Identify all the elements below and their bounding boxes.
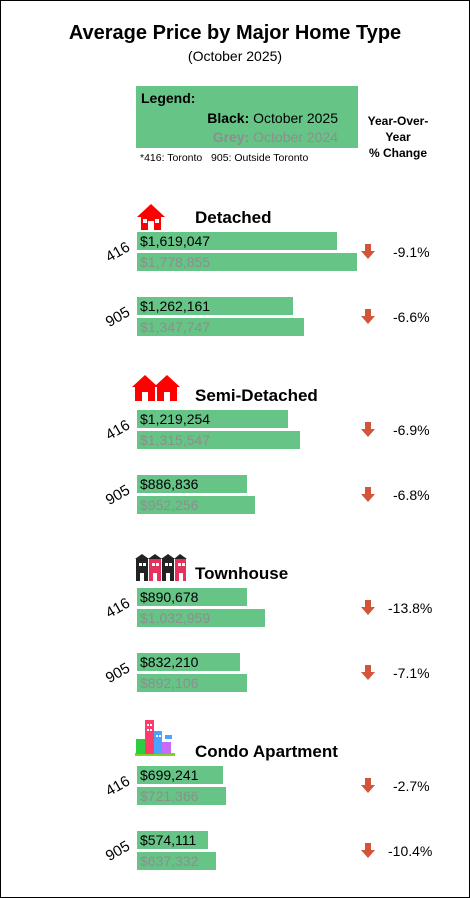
bar-current [137, 297, 293, 315]
value-label-current: $1,619,047 [140, 233, 211, 249]
value-label-previous: $1,032,959 [140, 610, 211, 626]
arrow-down-icon [361, 244, 375, 260]
yoy-change: -6.9% [393, 422, 430, 438]
value-label-previous: $1,315,547 [140, 432, 211, 448]
value-label-current: $699,241 [140, 767, 199, 783]
bar-current [137, 766, 223, 784]
bar-previous [137, 787, 226, 805]
legend-previous-key: Grey: [212, 129, 250, 145]
arrow-down-icon [361, 843, 375, 859]
bar-previous [137, 609, 265, 627]
townhouse-icon [135, 554, 187, 587]
legend-previous: Grey: October 2024 [213, 129, 338, 145]
house-icon [136, 202, 166, 237]
arrow-down-icon [361, 600, 375, 616]
bar-current [137, 475, 247, 493]
bar-previous [137, 852, 216, 870]
bar-previous [137, 674, 247, 692]
yoy-change: -13.8% [388, 600, 433, 616]
yoy-change: -6.8% [393, 487, 430, 503]
bar-current [137, 410, 288, 428]
value-label-previous: $721,366 [140, 788, 199, 804]
bar-current [137, 588, 247, 606]
condo-icon [135, 717, 175, 762]
bar-previous [137, 253, 357, 271]
bar-current [137, 232, 337, 250]
yoy-header: Year-Over-Year % Change [358, 113, 438, 161]
value-label-previous: $1,347,747 [140, 319, 211, 335]
arrow-down-icon [361, 778, 375, 794]
section-title: Detached [195, 208, 272, 227]
value-label-current: $890,678 [140, 589, 199, 605]
value-label-previous: $892,106 [140, 675, 199, 691]
yoy-change: -7.1% [393, 665, 430, 681]
value-label-current: $1,219,254 [140, 411, 211, 427]
value-label-current: $574,111 [140, 832, 197, 848]
legend-current: Black: October 2025 [207, 110, 338, 126]
legend: Legend: Black: October 2025 Grey: Octobe… [136, 86, 358, 148]
chart-title: Average Price by Major Home Type [68, 22, 402, 44]
yoy-change: -10.4% [388, 843, 433, 859]
arrow-down-icon [361, 309, 375, 325]
legend-current-label: October 2025 [253, 110, 338, 126]
value-label-previous: $1,778,855 [140, 254, 211, 270]
region-footnote: *416: Toronto 905: Outside Toronto [140, 152, 309, 164]
legend-title: Legend: [141, 90, 196, 106]
yoy-header-line1: Year-Over-Year [367, 114, 429, 144]
bar-current [137, 831, 208, 849]
yoy-change: -9.1% [393, 244, 430, 260]
value-label-previous: $952,256 [140, 497, 199, 513]
value-label-previous: $637,332 [140, 853, 199, 869]
legend-previous-label: October 2024 [253, 129, 338, 145]
value-label-current: $886,836 [140, 476, 199, 492]
legend-current-key: Black: [207, 110, 250, 126]
bar-previous [137, 318, 304, 336]
arrow-down-icon [361, 422, 375, 438]
chart-subtitle: (October 2025) [187, 48, 283, 64]
yoy-change: -2.7% [393, 778, 430, 794]
value-label-current: $832,210 [140, 654, 199, 670]
bar-previous [137, 496, 255, 514]
bar-current [137, 653, 240, 671]
arrow-down-icon [361, 487, 375, 503]
arrow-down-icon [361, 665, 375, 681]
yoy-header-line2: % Change [368, 146, 427, 160]
semi-detached-icon [132, 373, 180, 408]
section-title: Semi-Detached [195, 386, 318, 405]
section-title: Townhouse [195, 564, 289, 583]
bar-previous [137, 431, 300, 449]
value-label-current: $1,262,161 [140, 298, 211, 314]
section-title: Condo Apartment [195, 742, 338, 761]
yoy-change: -6.6% [393, 309, 430, 325]
